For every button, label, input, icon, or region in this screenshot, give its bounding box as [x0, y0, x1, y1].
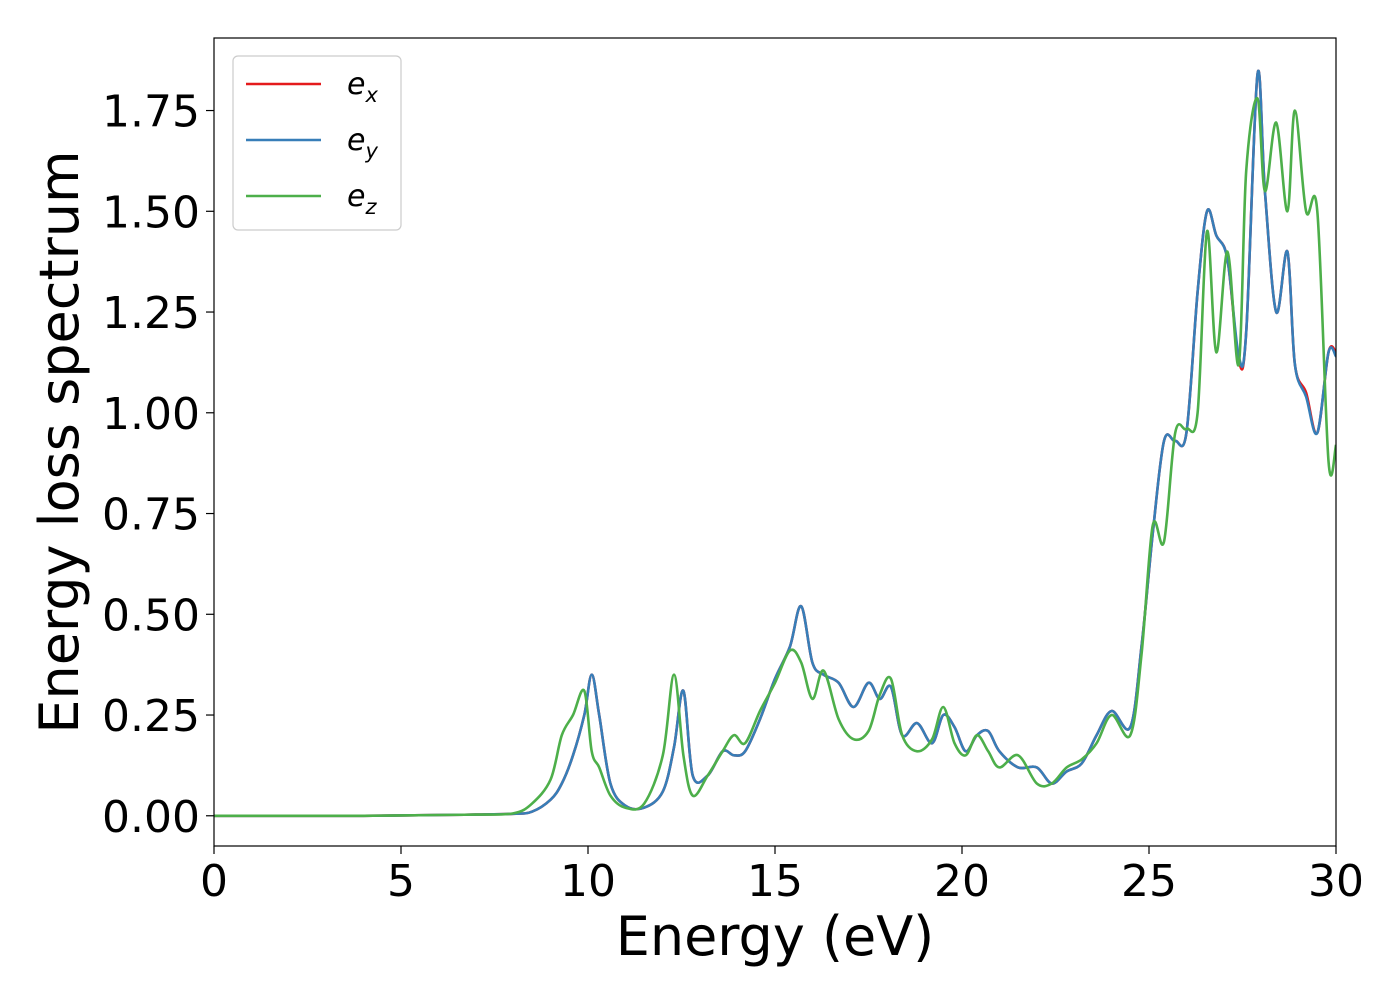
- y-tick-label: 0.75: [102, 490, 200, 541]
- legend-label-z: ez: [347, 179, 377, 219]
- y-tick-label: 0.25: [102, 691, 200, 742]
- legend: ex ey ez: [232, 55, 402, 231]
- legend-label-y: ey: [347, 123, 378, 163]
- y-tick-label: 1.25: [102, 288, 200, 339]
- x-axis-label: Energy (eV): [616, 905, 935, 968]
- x-tick-label: 25: [1121, 856, 1177, 907]
- x-tick-label: 5: [387, 856, 415, 907]
- x-tick-label: 15: [747, 856, 803, 907]
- x-tick-label: 0: [200, 856, 228, 907]
- plot-lines: [214, 69, 1336, 818]
- x-tick-label: 20: [934, 856, 990, 907]
- y-tick-label: 0.00: [102, 792, 200, 843]
- x-tick-label: 30: [1308, 856, 1364, 907]
- y-tick-label: 0.50: [102, 590, 200, 641]
- x-tick-label: 10: [560, 856, 616, 907]
- y-axis: 0.00 0.25 0.50 0.75 1.00 1.25 1.50 1.75: [102, 87, 214, 843]
- x-axis: 0 5 10 15 20 25 30: [200, 846, 1364, 907]
- y-tick-label: 1.75: [102, 87, 200, 138]
- y-tick-label: 1.00: [102, 389, 200, 440]
- series-line-z: [214, 97, 1336, 818]
- y-tick-label: 1.50: [102, 187, 200, 238]
- y-axis-label: Energy loss spectrum: [28, 150, 91, 733]
- legend-label-x: ex: [347, 67, 378, 107]
- legend-box: [232, 55, 402, 231]
